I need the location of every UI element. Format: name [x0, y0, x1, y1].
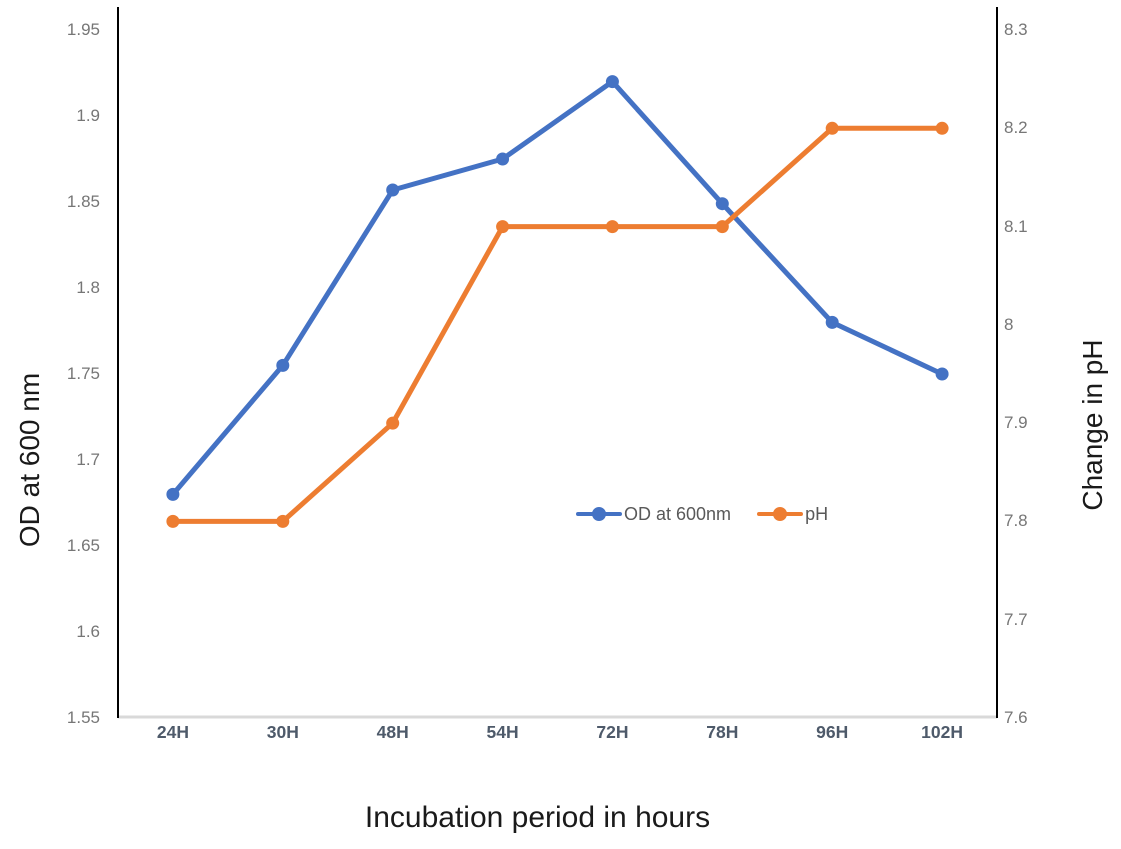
- x-axis-category-label: 54H: [486, 722, 519, 742]
- right-axis-title: Change in pH: [1077, 339, 1108, 511]
- data-point-marker: [825, 315, 839, 329]
- legend: OD at 600nm pH: [576, 504, 828, 524]
- x-axis-category-label: 78H: [706, 722, 739, 742]
- left-axis-tick-label: 1.75: [66, 364, 100, 383]
- x-axis-category-label: 96H: [816, 722, 849, 742]
- right-axis-tick-label: 7.6: [1004, 708, 1028, 727]
- right-axis-tick-label: 7.7: [1004, 609, 1028, 629]
- right-axis-tick-label: 8.3: [1004, 20, 1028, 39]
- data-point-marker: [276, 514, 290, 528]
- left-axis-tick-label: 1.95: [66, 20, 100, 39]
- right-axis-tick-label: 8.2: [1004, 118, 1028, 138]
- x-axis-category-label: 48H: [376, 722, 409, 742]
- data-point-marker: [825, 121, 839, 135]
- data-point-marker: [935, 367, 949, 381]
- right-axis-tick-label: 7.9: [1004, 413, 1028, 433]
- data-point-marker: [166, 487, 180, 501]
- left-axis-tick-label: 1.9: [76, 106, 100, 125]
- legend-label-ph: pH: [805, 504, 829, 524]
- data-point-marker: [386, 183, 400, 197]
- legend-line-marker-od-icon: [576, 507, 622, 521]
- series-line-0: [170, 79, 945, 497]
- right-axis-tick-label: 8.1: [1004, 216, 1028, 236]
- x-axis-category-label: 30H: [266, 722, 299, 742]
- right-axis-tick-label: 7.8: [1004, 511, 1028, 531]
- left-axis-title: OD at 600 nm: [14, 372, 45, 548]
- legend-item-od: OD at 600nm: [576, 504, 731, 524]
- left-axis-tick-label: 1.85: [66, 192, 100, 211]
- x-axis-category-label: 72H: [596, 722, 629, 742]
- left-axis-tick-label: 1.7: [76, 450, 100, 469]
- left-axis-tick-label: 1.65: [66, 536, 100, 555]
- x-axis-category-label: 102H: [921, 722, 963, 742]
- legend-label-od: OD at 600nm: [624, 504, 732, 524]
- data-point-marker: [935, 121, 949, 135]
- data-point-marker: [605, 75, 619, 89]
- data-point-marker: [166, 514, 180, 528]
- left-axis-tick-label: 1.8: [76, 278, 100, 297]
- left-axis-tick-label: 1.6: [76, 622, 100, 641]
- data-point-marker: [715, 220, 729, 234]
- series-line-1: [170, 125, 945, 524]
- data-point-marker: [386, 416, 400, 430]
- data-point-marker: [276, 358, 290, 372]
- x-axis-title: Incubation period in hours: [364, 801, 711, 834]
- right-axis-tick-label: 8: [1004, 314, 1014, 334]
- data-point-marker: [715, 197, 729, 211]
- data-point-marker: [496, 220, 510, 234]
- left-axis-tick-label: 1.55: [66, 708, 100, 727]
- legend-item-ph: pH: [757, 504, 828, 524]
- data-point-marker: [605, 220, 619, 234]
- legend-line-marker-ph-icon: [757, 507, 804, 521]
- x-axis-category-label: 24H: [156, 722, 189, 742]
- data-point-marker: [496, 152, 510, 166]
